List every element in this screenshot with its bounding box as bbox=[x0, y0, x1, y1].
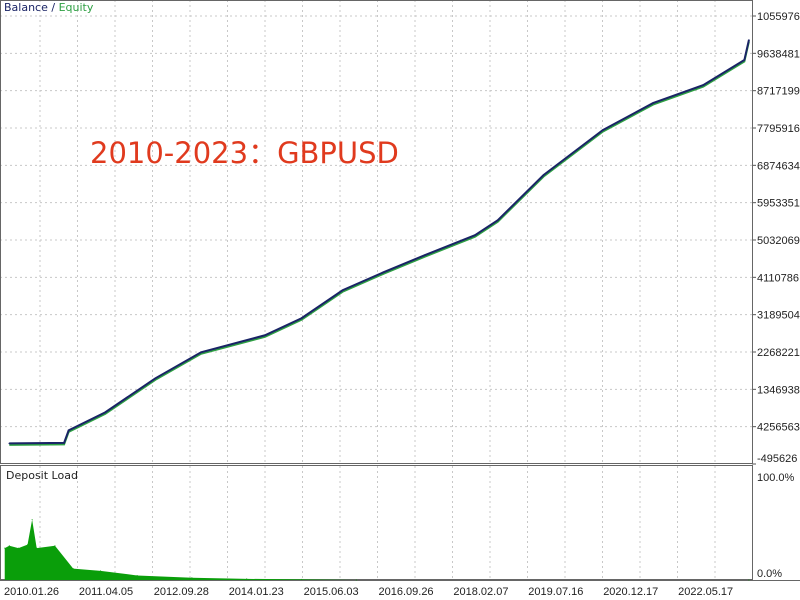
x-tick-label: 2019.07.16 bbox=[528, 586, 583, 598]
y-tick-label: 8717199 bbox=[757, 86, 800, 98]
y-tick-label: 4110786 bbox=[757, 272, 799, 284]
y-tick-label: 4256563 bbox=[757, 422, 800, 434]
legend-balance: Balance bbox=[4, 1, 48, 14]
balance-point bbox=[542, 174, 545, 176]
x-tick-label: 2018.02.07 bbox=[453, 586, 508, 598]
chart-legend: Balance / Equity bbox=[4, 1, 93, 14]
legend-separator: / bbox=[47, 1, 59, 14]
deposit-load-point bbox=[191, 577, 193, 579]
deposit-load-point bbox=[17, 547, 19, 549]
balance-point bbox=[652, 102, 654, 104]
x-tick-label: 2016.09.26 bbox=[379, 586, 434, 598]
balance-point bbox=[602, 129, 604, 131]
balance-point bbox=[67, 429, 70, 432]
x-tick-label: 2022.05.17 bbox=[678, 586, 733, 598]
deposit-load-point bbox=[300, 578, 302, 580]
balance-point bbox=[104, 411, 106, 414]
y-tick-label: -495626 bbox=[757, 453, 797, 465]
balance-point bbox=[300, 317, 303, 320]
deposit-load-title: Deposit Load bbox=[6, 469, 78, 482]
y-tick-label-0: 0.0% bbox=[757, 568, 782, 580]
y-tick-label: 5032069 bbox=[757, 235, 800, 247]
x-tick-label: 2015.06.03 bbox=[304, 586, 359, 598]
balance-point bbox=[264, 334, 266, 337]
x-tick-label: 2011.04.05 bbox=[79, 586, 133, 598]
deposit-load-point bbox=[8, 545, 10, 547]
deposit-load-point bbox=[246, 578, 248, 580]
balance-line bbox=[9, 39, 750, 445]
y-tick-label: 9638481 bbox=[757, 48, 800, 60]
deposit-load-point bbox=[100, 570, 102, 572]
y-tick-label: 5953351 bbox=[757, 198, 800, 210]
deposit-load-point bbox=[31, 519, 33, 521]
y-tick-label: 2268221 bbox=[757, 347, 800, 359]
y-tick-label: 7795916 bbox=[757, 123, 800, 135]
deposit-load-point bbox=[27, 544, 29, 546]
balance-point bbox=[8, 442, 11, 445]
equity-line bbox=[9, 41, 750, 446]
y-tick-label-100: 100.0% bbox=[757, 472, 795, 484]
deposit-load-point bbox=[54, 545, 56, 547]
deposit-load-point bbox=[36, 547, 38, 549]
balance-point bbox=[474, 234, 476, 236]
deposit-load-point bbox=[72, 568, 74, 570]
y-tick-label: 6874634 bbox=[757, 160, 800, 172]
y-tick-label: 1346938 bbox=[757, 384, 800, 396]
balance-point bbox=[382, 271, 385, 274]
main-pane-frame bbox=[0, 0, 753, 464]
overlay-title: 2010-2023：GBPUSD bbox=[90, 136, 399, 170]
deposit-load-point bbox=[4, 547, 6, 549]
x-tick-label: 2020.12.17 bbox=[603, 586, 658, 598]
legend-equity: Equity bbox=[58, 1, 94, 14]
x-tick-label: 2014.01.23 bbox=[229, 586, 284, 598]
balance-point bbox=[743, 59, 746, 61]
balance-point bbox=[63, 442, 65, 444]
balance-point bbox=[200, 351, 202, 354]
deposit-load-point bbox=[748, 579, 750, 581]
y-tick-label: 1055976 bbox=[757, 11, 800, 23]
balance-point bbox=[497, 219, 499, 221]
y-tick-label: 3189504 bbox=[757, 310, 800, 322]
deposit-load-area bbox=[4, 519, 749, 580]
balance-point bbox=[154, 377, 157, 380]
deposit-load-point bbox=[136, 574, 138, 576]
deposit-pane-frame bbox=[0, 465, 753, 580]
balance-point bbox=[748, 39, 750, 41]
balance-point bbox=[423, 254, 426, 256]
balance-point bbox=[341, 289, 344, 292]
x-tick-label: 2012.09.28 bbox=[154, 586, 209, 598]
balance-point bbox=[702, 84, 705, 86]
x-tick-label: 2010.01.26 bbox=[4, 586, 59, 598]
deposit-load-point bbox=[355, 579, 357, 581]
